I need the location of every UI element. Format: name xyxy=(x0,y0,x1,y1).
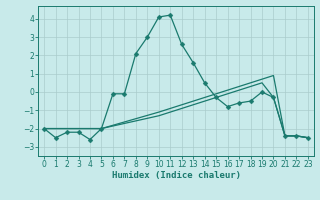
X-axis label: Humidex (Indice chaleur): Humidex (Indice chaleur) xyxy=(111,171,241,180)
